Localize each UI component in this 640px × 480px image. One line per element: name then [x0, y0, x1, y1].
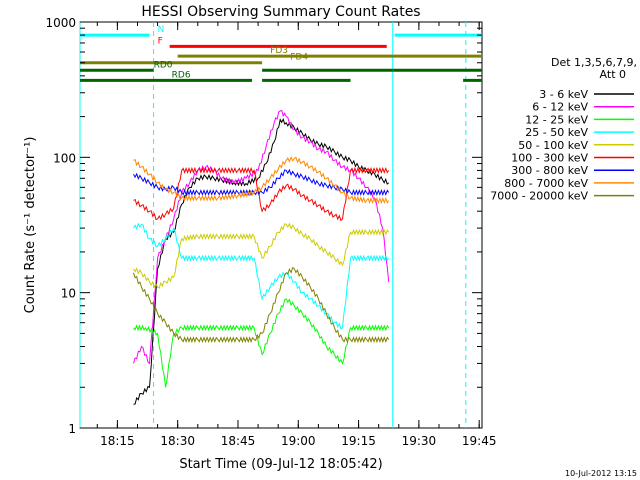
chart-title: HESSI Observing Summary Count Rates	[141, 4, 420, 20]
series-line-100-300-kev	[133, 166, 390, 222]
legend-subtitle: Att 0	[600, 68, 626, 81]
x-tick-label-19-45: 19:45	[462, 434, 497, 448]
series-line-800-7000-kev	[133, 156, 390, 204]
x-tick-label-18-30: 18:30	[160, 434, 195, 448]
y-tick-label-1000: 1000	[45, 16, 76, 30]
vertical-markers	[79, 22, 467, 428]
series-line-25-50-kev	[133, 222, 390, 330]
flag-label-f: F	[158, 36, 163, 46]
legend-label-300-800-kev: 300 - 800 keV	[511, 164, 588, 177]
y-tick-label-1: 1	[68, 422, 76, 436]
series-line-50-100-kev	[133, 222, 390, 289]
legend-label-25-50-kev: 25 - 50 keV	[525, 126, 588, 139]
y-tick-label-10: 10	[61, 287, 76, 301]
x-tick-label-19-00: 19:00	[281, 434, 316, 448]
y-tick-label-100: 100	[53, 151, 76, 165]
x-axis-label: Start Time (09-Jul-12 18:05:42)	[179, 457, 382, 472]
y-axis-label: Count Rate (s⁻¹ detector⁻¹)	[23, 137, 38, 314]
legend-label-50-100-kev: 50 - 100 keV	[518, 139, 588, 152]
flag-label-n: N	[158, 25, 165, 35]
x-axis: 18:15 18:30 18:45 19:00 19:15 19:30 19:45	[96, 22, 497, 448]
x-tick-label-18-45: 18:45	[221, 434, 256, 448]
legend-label-800-7000-kev: 800 - 7000 keV	[504, 177, 588, 190]
series-line-3-6-kev	[133, 117, 390, 405]
y-axis: 1 10 100 1000	[45, 16, 482, 436]
legend-label-3-6-kev: 3 - 6 keV	[539, 88, 588, 101]
flag-label-rd0: RD0	[154, 60, 173, 70]
legend-label-12-25-kev: 12 - 25 keV	[525, 113, 588, 126]
flag-label-fd3: FD3	[270, 46, 288, 56]
flag-label-rd6: RD6	[172, 70, 191, 80]
series-line-6-12-kev	[133, 109, 390, 365]
x-tick-label-19-30: 19:30	[402, 434, 437, 448]
flag-label-fd4: FD4	[290, 53, 308, 63]
x-tick-label-19-15: 19:15	[341, 434, 376, 448]
series-lines	[133, 109, 390, 405]
x-tick-label-18-15: 18:15	[100, 434, 135, 448]
legend-label-7000-20000-kev: 7000 - 20000 keV	[490, 190, 588, 203]
footer-date: 10-Jul-2012 13:15	[565, 469, 637, 478]
series-line-7000-20000-kev	[133, 266, 390, 344]
legend-title: Det 1,3,5,6,7,9,	[551, 56, 637, 69]
legend-label-6-12-kev: 6 - 12 keV	[532, 101, 588, 114]
legend-label-100-300-kev: 100 - 300 keV	[511, 152, 588, 165]
